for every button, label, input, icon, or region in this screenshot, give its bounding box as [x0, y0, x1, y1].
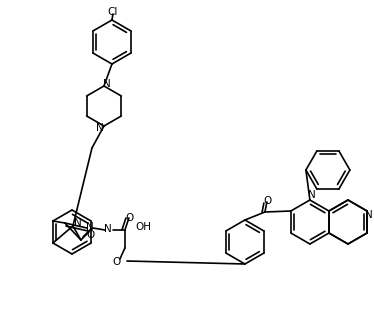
- Text: N: N: [96, 123, 104, 133]
- Text: N: N: [308, 190, 316, 200]
- Text: N: N: [74, 218, 82, 228]
- Text: O: O: [264, 196, 272, 206]
- Text: OH: OH: [135, 222, 151, 232]
- Text: O: O: [113, 257, 121, 267]
- Text: O: O: [126, 213, 134, 223]
- Text: N: N: [104, 224, 112, 234]
- Text: N: N: [103, 79, 111, 89]
- Text: Cl: Cl: [108, 7, 118, 17]
- Text: O: O: [87, 230, 95, 240]
- Text: N: N: [365, 210, 373, 220]
- Text: N: N: [86, 222, 94, 232]
